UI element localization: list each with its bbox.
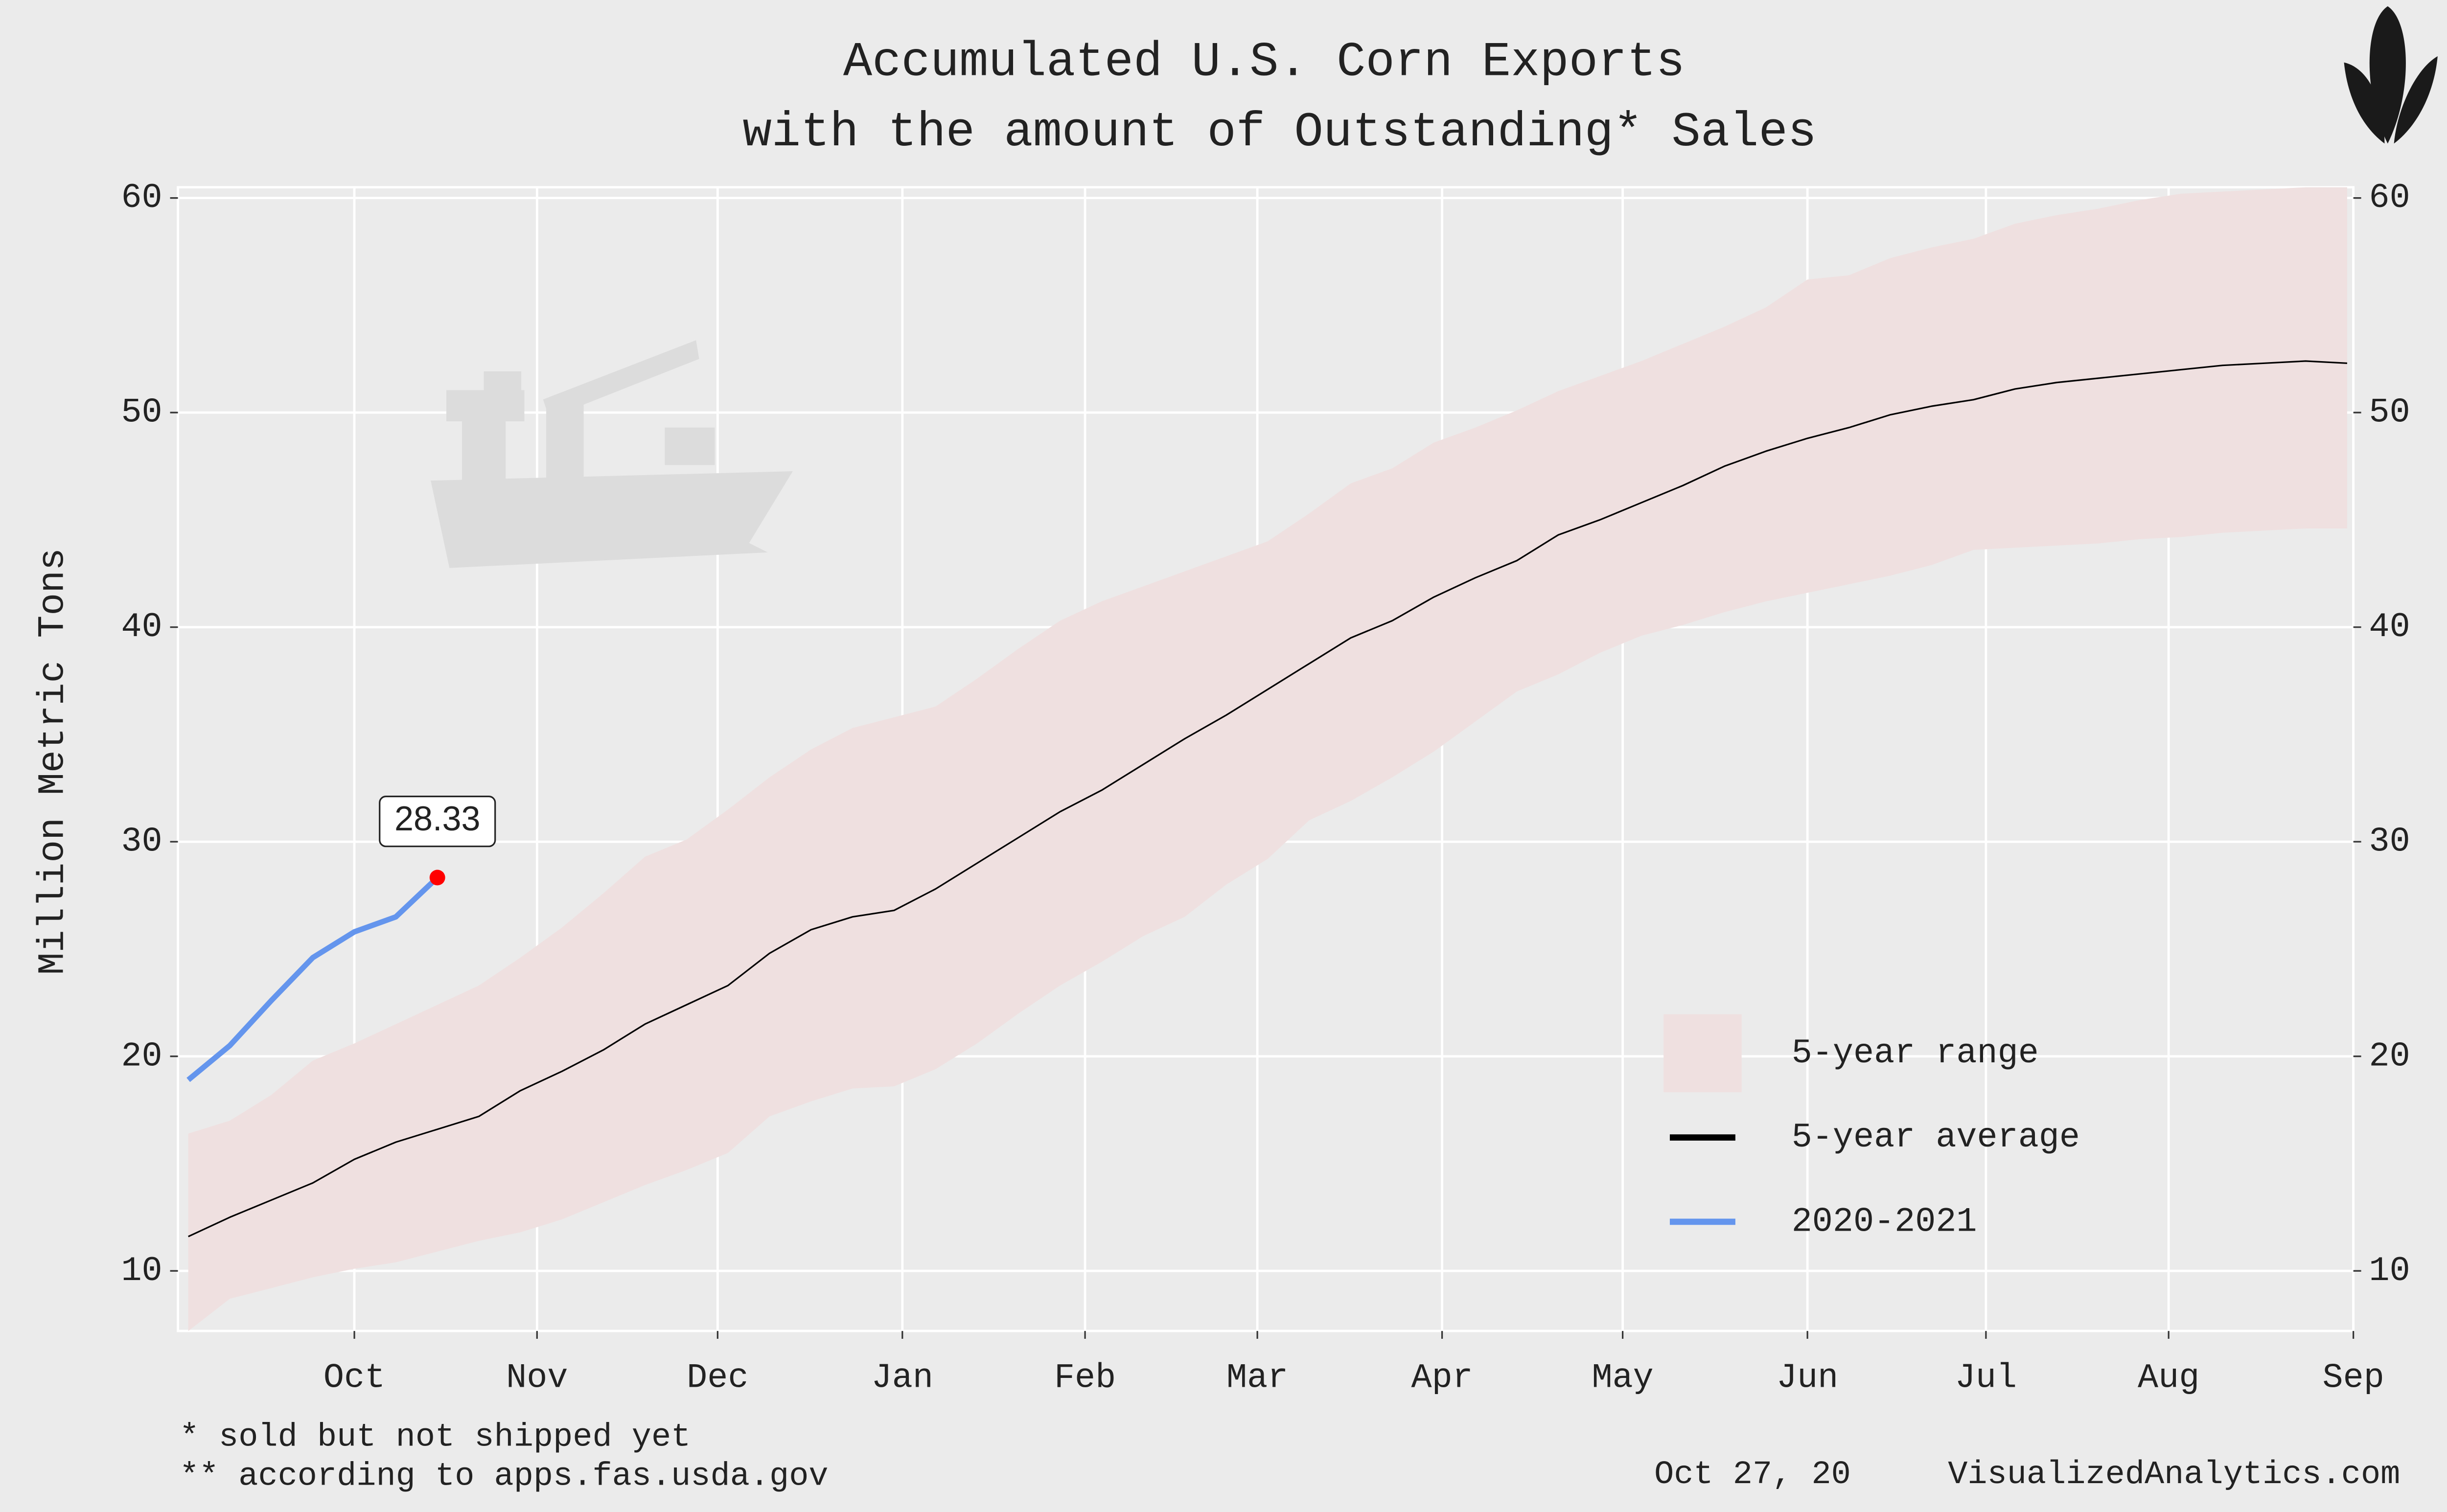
value-label-box	[379, 796, 496, 848]
x-tick-label: Aug	[2138, 1359, 2199, 1397]
last-point	[429, 870, 445, 886]
corn-icon	[2344, 6, 2438, 144]
series-line	[186, 875, 439, 1082]
legend-label: 5-year average	[1792, 1119, 2080, 1157]
y-tick-label: 40	[121, 608, 162, 647]
x-tick-label: Jun	[1777, 1359, 1838, 1397]
title: Accumulated U.S. Corn Exports	[843, 35, 1685, 90]
y-tick-label: 60	[121, 179, 162, 218]
x-tick-label: May	[1592, 1359, 1654, 1397]
value-label: 28.33	[394, 799, 481, 838]
x-tick-label: Oct	[323, 1359, 385, 1397]
footnote: * sold but not shipped yet	[180, 1419, 691, 1456]
y2-tick-label: 30	[2369, 823, 2410, 862]
date: Oct 27, 20	[1654, 1456, 1851, 1493]
x-tick-label: Nov	[506, 1359, 568, 1397]
y-tick-label: 20	[121, 1037, 162, 1076]
subtitle: with the amount of Outstanding* Sales	[742, 105, 1817, 160]
range-area	[188, 187, 2347, 1331]
series-line	[188, 360, 2348, 1237]
y2-tick-label: 10	[2369, 1252, 2410, 1291]
source: VisualizedAnalytics.com	[1948, 1456, 2400, 1493]
x-tick-label: Mar	[1226, 1359, 1288, 1397]
footnote: ** according to apps.fas.usda.gov	[180, 1458, 829, 1495]
y-tick-label: 10	[121, 1252, 162, 1291]
legend-key	[1663, 1014, 1742, 1093]
x-tick-label: Sep	[2323, 1359, 2384, 1397]
x-tick-label: Apr	[1411, 1359, 1473, 1397]
y2-tick-label: 50	[2369, 394, 2410, 433]
legend-label: 2020-2021	[1792, 1203, 1977, 1241]
y-axis-label: Million Metric Tons	[32, 548, 74, 975]
x-tick-label: Dec	[687, 1359, 748, 1397]
y-tick-label: 50	[121, 394, 162, 433]
y2-tick-label: 40	[2369, 608, 2410, 647]
y2-tick-label: 20	[2369, 1037, 2410, 1076]
x-tick-label: Feb	[1054, 1359, 1116, 1397]
x-tick-label: Jan	[872, 1359, 933, 1397]
ship-icon	[431, 340, 793, 568]
y-tick-label: 30	[121, 823, 162, 862]
legend-label: 5-year range	[1792, 1034, 2039, 1073]
y2-tick-label: 60	[2369, 179, 2410, 218]
x-tick-label: Jul	[1955, 1359, 2017, 1397]
